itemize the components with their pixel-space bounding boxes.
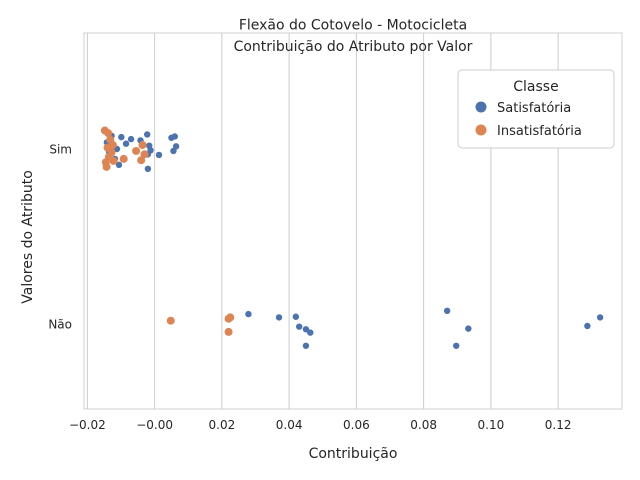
data-point bbox=[115, 161, 123, 169]
legend-marker-satisfatoria bbox=[475, 101, 487, 113]
data-point bbox=[465, 325, 472, 332]
data-points bbox=[100, 126, 604, 349]
data-point bbox=[119, 154, 128, 163]
chart-subtitle: Contribuição do Atributo por Valor bbox=[234, 39, 473, 55]
data-point bbox=[102, 162, 111, 171]
x-tick-label: 0.04 bbox=[276, 418, 303, 432]
data-point bbox=[296, 323, 303, 330]
data-point bbox=[172, 143, 180, 150]
data-point bbox=[118, 133, 125, 141]
data-point bbox=[109, 156, 118, 165]
data-point bbox=[584, 322, 591, 330]
legend-label-satisfatoria: Satisfatória bbox=[497, 101, 571, 116]
data-point bbox=[108, 141, 117, 150]
data-point bbox=[127, 135, 135, 143]
x-tick-label: −0.00 bbox=[136, 418, 173, 432]
x-tick-labels: −0.02 −0.00 0.02 0.04 0.06 0.08 0.10 0.12 bbox=[69, 418, 572, 432]
data-point bbox=[302, 326, 310, 333]
data-point bbox=[122, 140, 130, 147]
data-point bbox=[138, 141, 147, 150]
data-point bbox=[596, 314, 604, 321]
y-tick-label: Não bbox=[48, 318, 72, 332]
data-point bbox=[453, 342, 460, 349]
data-point bbox=[144, 131, 151, 138]
data-point bbox=[307, 329, 314, 336]
x-tick-label: −0.02 bbox=[69, 418, 106, 432]
data-point bbox=[166, 316, 175, 325]
data-point bbox=[302, 342, 310, 349]
x-tick-label: 0.02 bbox=[209, 418, 236, 432]
data-point bbox=[443, 307, 451, 314]
chart-title: Flexão do Cotovelo - Motocicleta bbox=[239, 18, 467, 34]
data-point bbox=[170, 147, 177, 155]
data-point bbox=[144, 165, 152, 172]
y-tick-label: Sim bbox=[49, 143, 72, 157]
x-axis-label: Contribuição bbox=[309, 446, 398, 462]
legend-label-insatisfatoria: Insatisfatória bbox=[497, 124, 582, 139]
x-tick-label: 0.12 bbox=[545, 418, 572, 432]
y-tick-labels: Sim Não bbox=[48, 143, 72, 332]
x-tick-label: 0.10 bbox=[478, 418, 505, 432]
x-tick-label: 0.08 bbox=[410, 418, 437, 432]
data-point bbox=[147, 147, 154, 154]
data-point bbox=[245, 310, 252, 318]
data-point bbox=[140, 150, 149, 159]
data-point bbox=[171, 133, 178, 140]
legend-marker-insatisfatoria bbox=[475, 124, 487, 136]
series-insatisfatoria bbox=[100, 126, 235, 336]
data-point bbox=[224, 327, 233, 336]
legend-title: Classe bbox=[513, 79, 558, 95]
data-point bbox=[275, 314, 283, 321]
data-point bbox=[104, 129, 113, 138]
data-point bbox=[226, 313, 235, 322]
data-point bbox=[132, 146, 141, 155]
data-point bbox=[292, 313, 300, 320]
y-axis-label: Valores do Atributo bbox=[20, 170, 36, 304]
x-tick-label: 0.06 bbox=[343, 418, 370, 432]
data-point bbox=[155, 151, 163, 159]
legend-box bbox=[457, 69, 615, 149]
data-point bbox=[107, 148, 116, 157]
data-point bbox=[137, 156, 146, 165]
legend: Classe Satisfatória Insatisfatória bbox=[457, 69, 615, 149]
